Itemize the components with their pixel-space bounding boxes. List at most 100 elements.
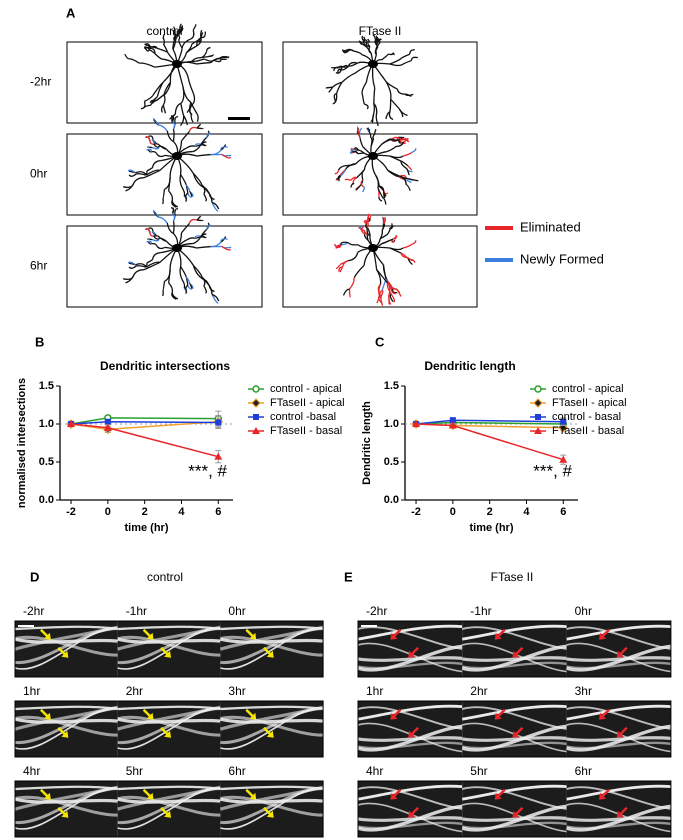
data-point [104,418,111,425]
dendrite [178,37,183,49]
arrow-head [249,792,257,800]
x-tick-label: 4 [523,506,530,518]
arrow-head [408,650,416,658]
dendrite-signal [462,642,567,673]
arrow-head [599,632,607,640]
tracing-frame [282,41,478,124]
micrograph [357,621,463,677]
dendrite [188,218,198,224]
dendrite [361,35,365,42]
dendrite [379,230,383,240]
dendrite [156,82,164,97]
frame-label: 1hr [23,684,40,698]
dendrite [389,155,402,162]
dendrite-signal [566,661,672,670]
dendrite [124,53,130,60]
dendrite [190,102,198,114]
dendrite [353,264,365,278]
dendrite [400,176,407,185]
dendrite-signal [566,656,672,662]
dendrite [171,212,176,222]
dendrite [367,216,370,223]
dendrite [144,45,151,49]
dendrite [181,38,192,49]
arrow-head [266,730,274,738]
dendrite [188,102,192,114]
frame-label: 4hr [366,764,383,778]
dendrite-signal [566,736,672,742]
arrow-head [164,810,172,818]
dendrite [365,218,369,227]
dendrite [173,34,179,41]
dendrite [211,294,219,304]
dendrite [387,169,401,178]
dendrite [391,138,401,141]
dendrite [370,113,375,122]
dendrite [350,147,355,150]
dendrite-signal [462,821,567,830]
dendrite [127,169,136,174]
dendrite-signal [220,627,324,670]
dendrite [151,231,155,236]
arrow-head [266,650,274,658]
dendrite [152,117,160,126]
legend-label: control - basal [552,411,621,423]
series [67,410,223,428]
frame-label: 0hr [228,604,245,618]
dendrite [381,240,389,245]
dendrite [166,130,174,143]
series [412,420,568,465]
dendrite [398,108,404,117]
arrow-head [616,810,624,818]
dendrite-signal [117,717,221,724]
micrograph [461,701,567,757]
dendrite [203,193,207,202]
dendrite-signal [462,661,567,670]
dendrite [391,136,402,140]
dendrite [143,261,161,271]
panel-label: B [35,334,44,349]
dendrite-signal [462,624,567,641]
dendrite-signal [566,704,672,721]
dendrite [363,39,368,43]
dendrite [389,63,404,67]
dendrite [401,160,409,167]
legend-marker [252,427,260,434]
dendrite [402,244,412,249]
micrograph [461,781,567,837]
x-tick-label: 0 [450,506,456,518]
dendrite [389,293,394,303]
neuron-tracing [66,207,263,308]
dendrite [206,224,212,230]
dendrite-signal [220,625,324,631]
dendrite-signal [14,627,118,670]
frame-label: 3hr [575,684,592,698]
arrow-head [61,810,69,818]
micrograph [219,701,324,757]
dendrite [178,29,181,39]
legend-marker [535,414,541,420]
column-label: FTase II [359,24,402,38]
scale-bar [18,625,34,627]
neuron-tracing [282,34,478,127]
dendrite [350,148,356,152]
dendrite [391,240,396,243]
x-tick-label: 2 [142,506,148,518]
dendrite-signal [461,724,567,752]
dendrite [186,104,193,113]
dendrite [152,238,160,242]
arrow-head [164,730,172,738]
dendrite [211,293,220,302]
dendrite [377,188,384,199]
dendrite [171,113,176,123]
legend-marker [534,427,542,434]
dendrite [378,284,382,297]
dendrite [381,54,388,61]
dendrite [376,295,381,304]
x-axis-label: time (hr) [125,522,169,534]
dendrite-signal [566,644,672,672]
dendrite [152,146,160,150]
dendrite [190,29,195,40]
dendrite [144,43,151,47]
